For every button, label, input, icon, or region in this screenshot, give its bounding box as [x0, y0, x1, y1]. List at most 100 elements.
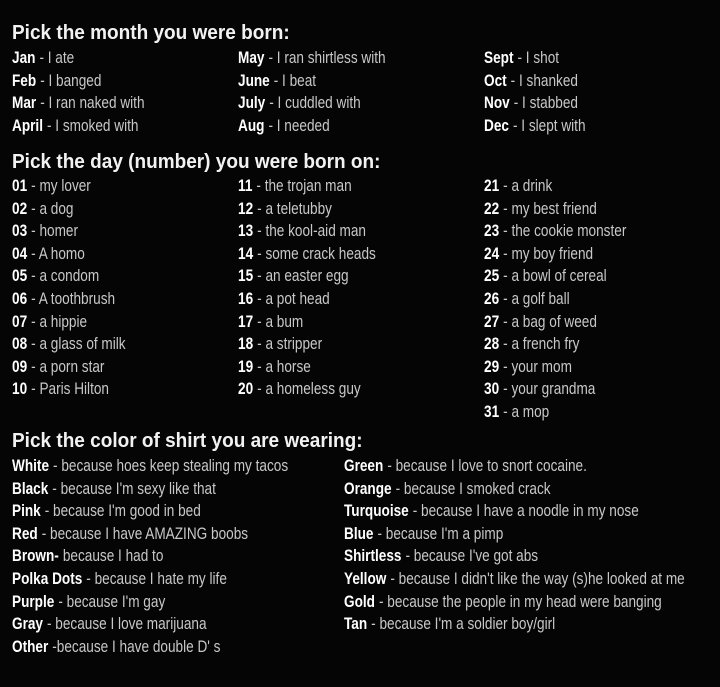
item-text: - a porn star: [31, 356, 105, 376]
item-key: Brown-: [12, 546, 59, 566]
list-item: 31- a mop: [484, 402, 549, 422]
item-text: - I stabbed: [513, 93, 578, 113]
item-key: 30: [484, 379, 500, 399]
list-item: Jan - I ate: [12, 48, 74, 68]
list-item: Black - because I'm sexy like that: [12, 479, 216, 499]
item-text: - a stripper: [257, 334, 323, 354]
list-item: Feb - I banged: [12, 71, 101, 91]
item-text: - a bowl of cereal: [503, 266, 607, 286]
item-key: Orange: [344, 478, 392, 498]
item-text: - a condom: [31, 266, 100, 286]
item-key: Gray: [12, 614, 43, 634]
item-key: 27: [484, 311, 500, 331]
list-item: 19- a horse: [238, 357, 311, 377]
item-text: - your grandma: [503, 379, 596, 399]
item-text: - because I have a noodle in my nose: [412, 501, 639, 521]
list-item: White - because hoes keep stealing my tac…: [12, 456, 288, 476]
list-item: 04- A homo: [12, 244, 85, 264]
item-text: - I ate: [39, 48, 75, 67]
item-text: - homer: [31, 221, 78, 241]
list-item: Red - because I have AMAZING boobs: [12, 524, 248, 544]
item-text: - because I'm sexy like that: [52, 478, 216, 498]
item-key: 15: [238, 266, 254, 286]
item-text: - your mom: [503, 356, 572, 376]
list-item: Tan - because I'm a soldier boy/girl: [344, 614, 555, 634]
list-item: Aug - I needed: [238, 116, 330, 136]
item-key: Oct: [484, 70, 507, 90]
item-key: 03: [12, 221, 28, 241]
item-text: - because the people in my head were ban…: [378, 591, 662, 611]
list-item: Green - because I love to snort cocaine.: [344, 456, 587, 476]
item-text: - because I love to snort cocaine.: [387, 456, 587, 475]
item-key: 05: [12, 266, 28, 286]
item-key: Red: [12, 523, 38, 543]
list-item: 10- Paris Hilton: [12, 379, 109, 399]
list-item: April - I smoked with: [12, 116, 138, 136]
item-text: - the trojan man: [256, 176, 352, 195]
item-text: - Paris Hilton: [31, 379, 109, 399]
item-key: Tan: [344, 614, 368, 634]
list-item: Gray - because I love marijuana: [12, 614, 207, 634]
item-text: - I shanked: [510, 70, 578, 90]
item-text: - I needed: [268, 116, 330, 136]
list-item: 05- a condom: [12, 266, 99, 286]
item-text: - because I love marijuana: [47, 614, 207, 634]
item-key: Shirtless: [344, 546, 402, 566]
list-item: Sept - I shot: [484, 48, 559, 68]
item-key: 14: [238, 243, 254, 263]
list-item: Turquoise - because I have a noodle in my…: [344, 501, 639, 521]
list-item: 21- a drink: [484, 176, 552, 196]
item-key: May: [238, 48, 265, 67]
item-text: - a bag of weed: [503, 311, 597, 331]
item-key: 02: [12, 198, 28, 218]
item-key: White: [12, 456, 50, 475]
list-item: Other -because I have double D' s: [12, 637, 220, 657]
item-key: April: [12, 116, 43, 136]
item-text: - a teletubby: [257, 198, 332, 218]
list-item: Gold - because the people in my head were…: [344, 592, 662, 612]
item-key: Other: [12, 636, 49, 656]
item-key: July: [238, 93, 266, 113]
item-text: - I ran naked with: [40, 93, 145, 113]
list-item: Pink - because I'm good in bed: [12, 501, 201, 521]
list-item: 20- a homeless guy: [238, 379, 361, 399]
list-item: 01- my lover: [12, 176, 91, 196]
list-item: 15- an easter egg: [238, 266, 349, 286]
item-key: Feb: [12, 70, 37, 90]
list-item: Blue - because I'm a pimp: [344, 524, 503, 544]
item-text: - A toothbrush: [31, 289, 116, 308]
item-text: - because I have AMAZING boobs: [41, 523, 249, 543]
item-key: 28: [484, 334, 500, 354]
item-key: 11: [238, 176, 253, 195]
item-key: 25: [484, 266, 500, 286]
item-key: Jan: [12, 48, 36, 67]
item-key: 29: [484, 356, 500, 376]
item-key: Yellow: [344, 569, 387, 588]
item-text: - a french fry: [503, 334, 580, 354]
list-item: 08- a glass of milk: [12, 334, 126, 354]
list-item: 17- a bum: [238, 312, 303, 332]
item-key: 18: [238, 334, 254, 354]
list-item: Purple - because I'm gay: [12, 592, 165, 612]
list-item: Nov - I stabbed: [484, 93, 578, 113]
list-item: Brown-because I had to: [12, 546, 163, 566]
item-text: - a hippie: [31, 311, 88, 331]
item-text: - a golf ball: [503, 289, 570, 308]
item-key: 31: [484, 402, 500, 421]
list-item: 23- the cookie monster: [484, 221, 626, 241]
list-item: 06- A toothbrush: [12, 289, 115, 309]
item-text: - because I smoked crack: [395, 478, 551, 498]
item-text: -because I have double D' s: [52, 636, 221, 656]
item-text: - because I've got abs: [405, 546, 539, 566]
item-key: Sept: [484, 48, 514, 67]
item-key: 10: [12, 379, 28, 399]
list-item: Mar - I ran naked with: [12, 93, 145, 113]
list-item: May - I ran shirtless with: [238, 48, 386, 68]
list-item: 18- a stripper: [238, 334, 322, 354]
item-key: 23: [484, 221, 500, 241]
list-item: 24- my boy friend: [484, 244, 593, 264]
item-key: 24: [484, 243, 500, 263]
item-text: - I banged: [40, 70, 102, 90]
item-text: - I slept with: [512, 116, 586, 136]
